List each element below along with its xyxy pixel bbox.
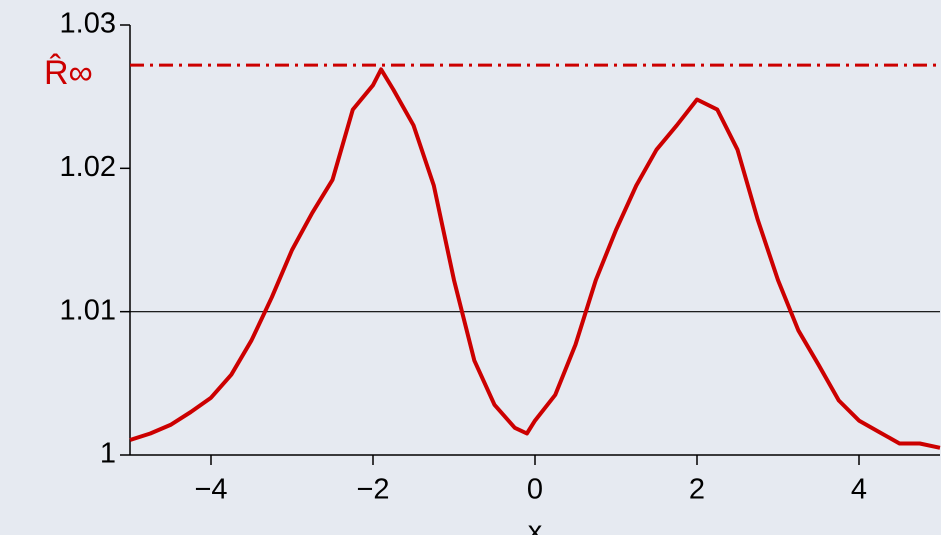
y-tick-label: 1.03 <box>60 8 116 40</box>
y-tick-label: 1 <box>100 438 116 470</box>
x-tick-label: 2 <box>689 474 705 506</box>
x-tick-label: −2 <box>356 474 389 506</box>
x-tick-label: −4 <box>194 474 227 506</box>
y-tick-label: 1.02 <box>60 151 116 183</box>
line <box>129 67 941 450</box>
x-tick-label: 0 <box>527 474 543 506</box>
limit-label: R̂∞ <box>44 53 93 92</box>
x-tick-label: 4 <box>851 474 867 506</box>
x-axis-label: x <box>528 516 543 535</box>
y-tick-label: 1.01 <box>60 294 116 326</box>
